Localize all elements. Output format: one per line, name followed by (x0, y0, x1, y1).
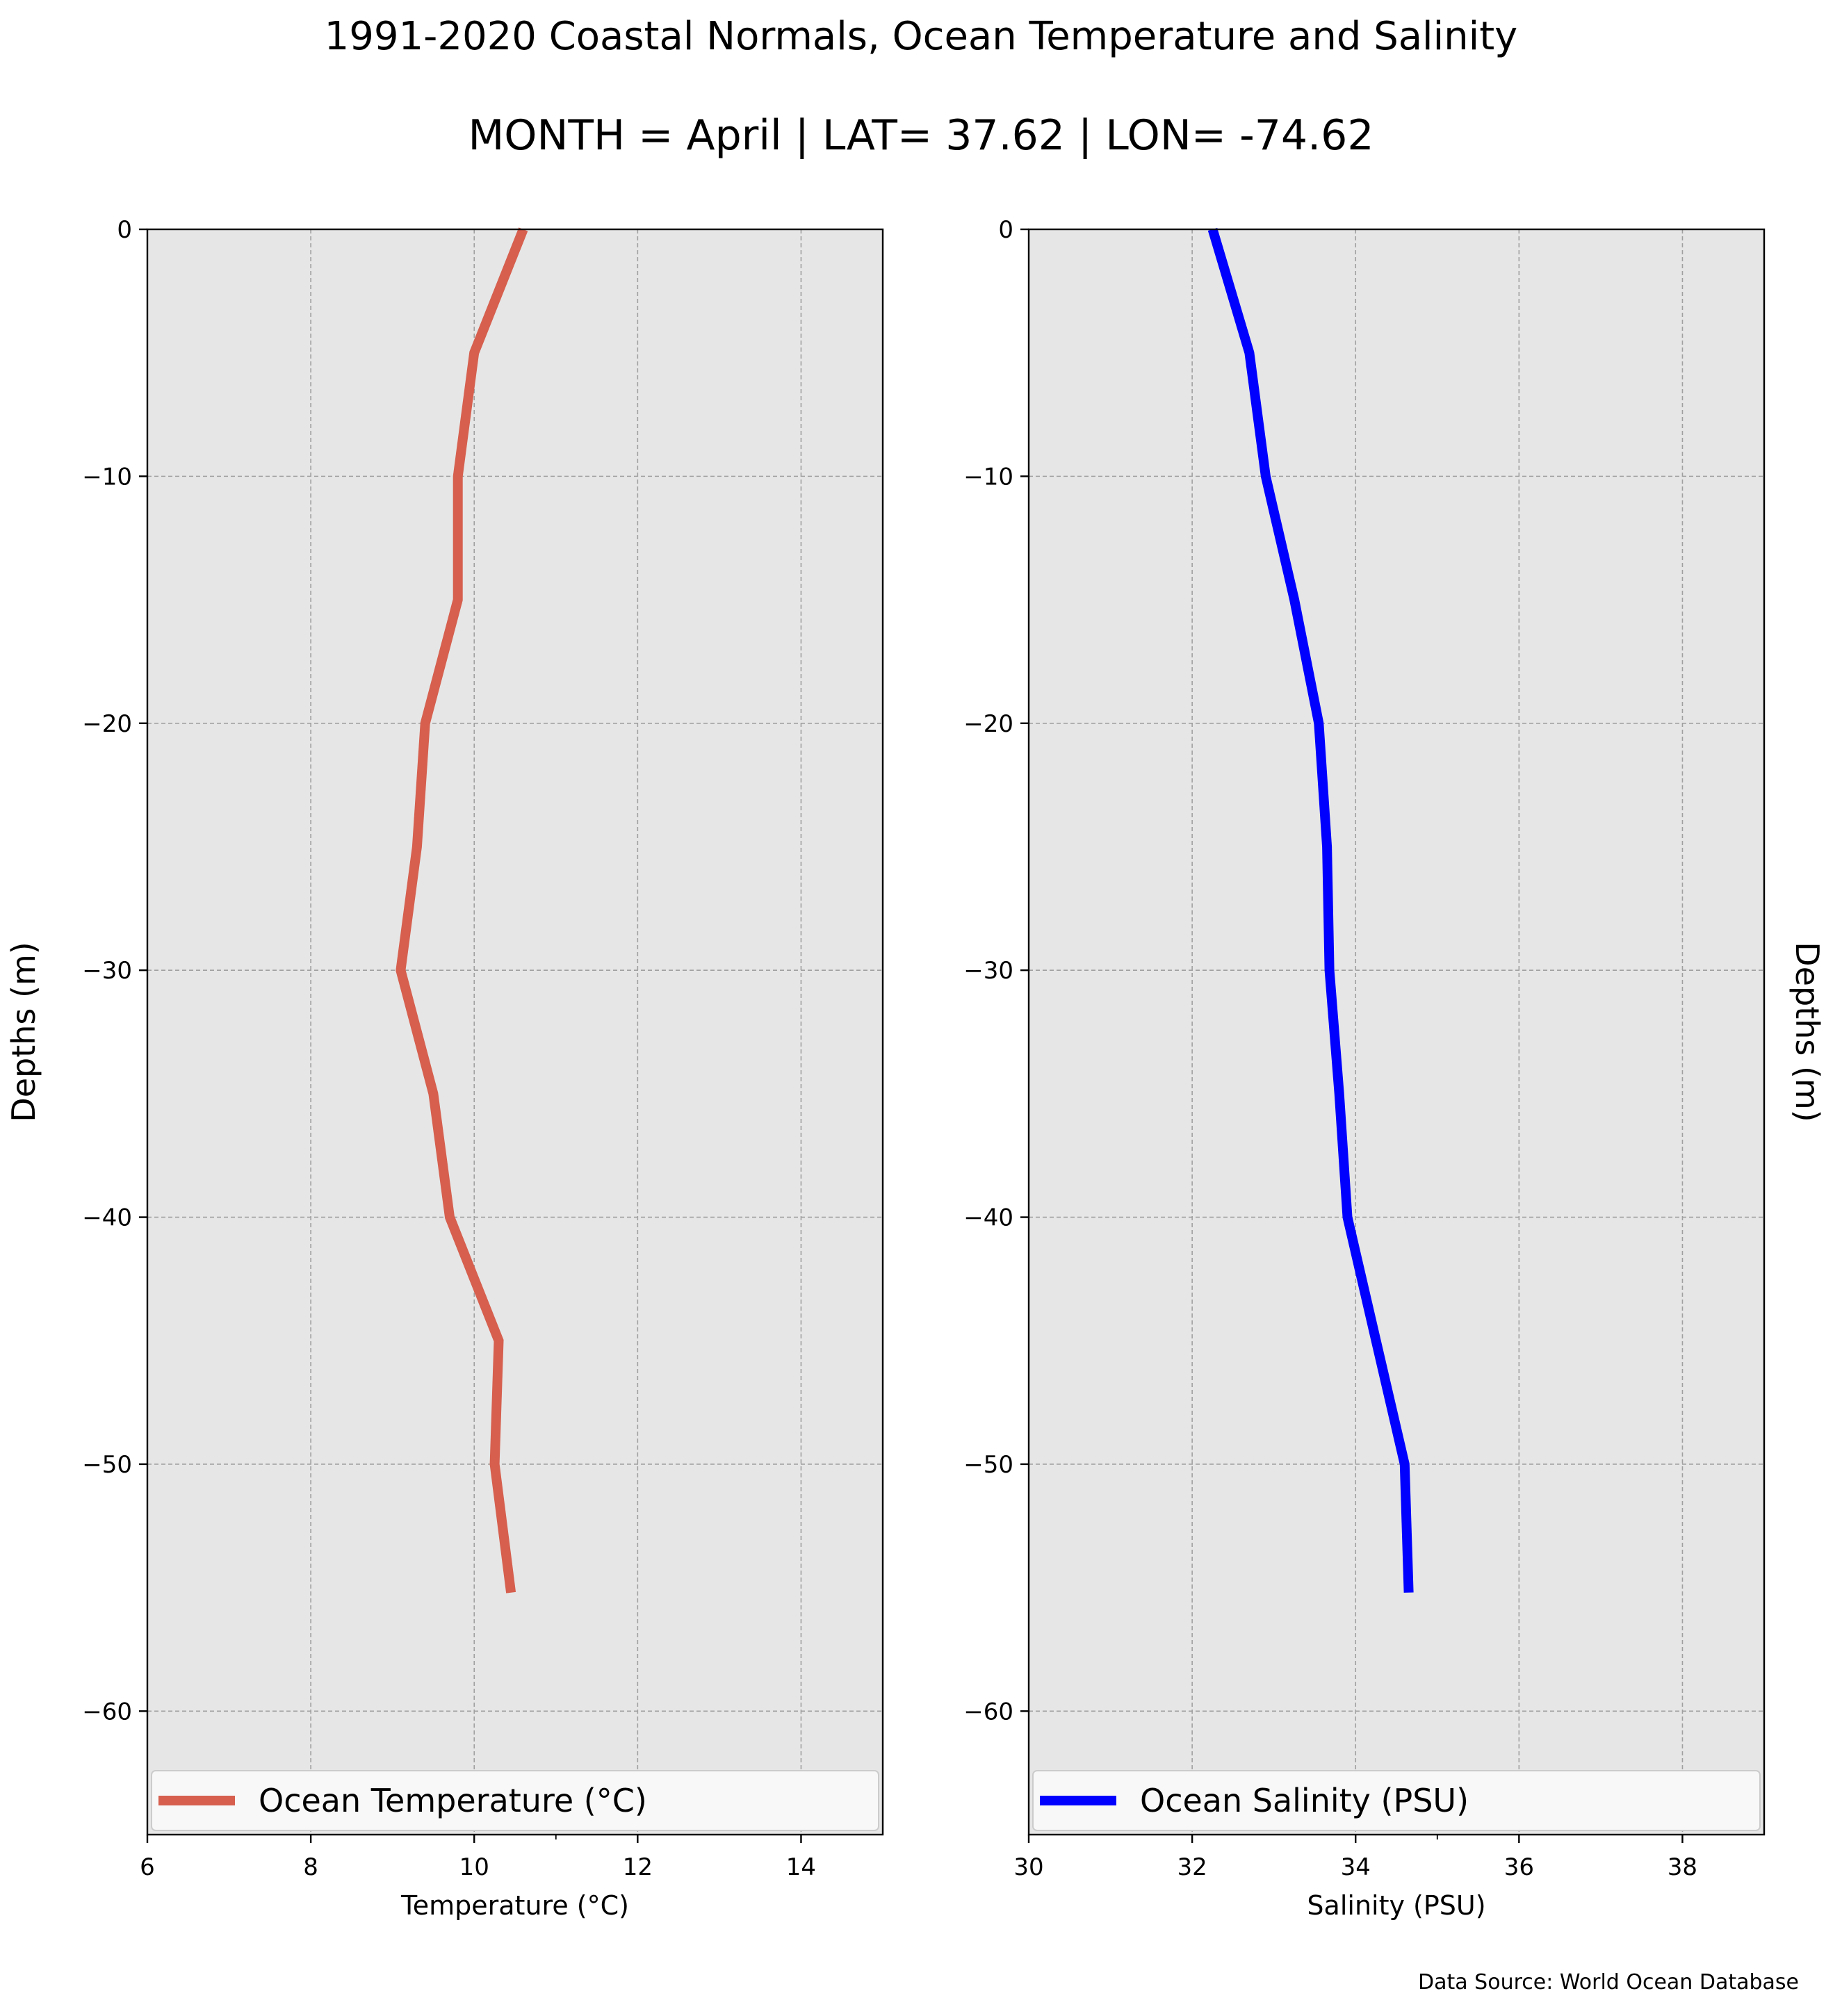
sal-y-tick-label: 0 (998, 216, 1013, 244)
sal-plot-area (1029, 229, 1764, 1835)
temp-x-tick-label: 14 (786, 1853, 816, 1881)
sal-series-line (1207, 228, 1414, 1593)
temp-y-tick-label: −30 (82, 957, 132, 985)
sal-y-tick-label: −60 (963, 1698, 1013, 1726)
sal-y-tick-label: −50 (963, 1451, 1013, 1479)
temp-y-tick-label: −50 (82, 1451, 132, 1479)
temp-series-line (396, 227, 528, 1593)
temp-legend-box (151, 1770, 879, 1831)
temp-panel: Ocean Temperature (°C) 6 8 10 12 14 0 −10 −20 −30… (5, 216, 884, 1921)
sal-x-tick-label: 38 (1668, 1853, 1697, 1881)
temp-x-tick-label: 8 (303, 1853, 318, 1881)
temp-legend-label: Ocean Temperature (°C) (259, 1782, 647, 1819)
temp-x-axis-label: Temperature (°C) (400, 1890, 629, 1921)
data-source-note: Data Source: World Ocean Database (1418, 1970, 1799, 1994)
sal-axes-frame (1027, 228, 1766, 1836)
sal-legend-box (1032, 1770, 1761, 1831)
temp-y-tick-label: −60 (82, 1698, 132, 1726)
sal-y-tick-label: −10 (963, 463, 1013, 491)
temp-plot-area (147, 229, 883, 1835)
temp-y-tick-label: −40 (82, 1204, 132, 1232)
sal-x-tick-label: 34 (1341, 1853, 1371, 1881)
temp-x-tick-label: 6 (140, 1853, 155, 1881)
temp-y-tick-label: −10 (82, 463, 132, 491)
sal-x-axis-label: Salinity (PSU) (1307, 1890, 1485, 1921)
temp-y-axis-label: Depths (m) (5, 942, 42, 1122)
temp-x-tick-label: 12 (623, 1853, 653, 1881)
temp-y-tick-label: −20 (82, 710, 132, 738)
figure-subtitle: MONTH = April | LAT= 37.62 | LON= -74.62 (468, 111, 1374, 160)
sal-x-tick-label: 32 (1177, 1853, 1207, 1881)
temp-y-tick-label: 0 (117, 216, 132, 244)
sal-x-tick-label: 30 (1013, 1853, 1043, 1881)
sal-panel: Ocean Salinity (PSU) 30 32 34 36 38 0 −10 −20 −30… (963, 216, 1826, 1921)
sal-y-tick-label: −20 (963, 710, 1013, 738)
sal-x-tick-label: 36 (1504, 1853, 1534, 1881)
sal-legend-label: Ocean Salinity (PSU) (1140, 1782, 1469, 1819)
sal-y-axis-label: Depths (m) (1788, 942, 1826, 1122)
figure-title: 1991-2020 Coastal Normals, Ocean Tempera… (324, 14, 1518, 59)
sal-y-tick-label: −30 (963, 957, 1013, 985)
sal-y-tick-label: −40 (963, 1204, 1013, 1232)
temp-x-tick-label: 10 (459, 1853, 489, 1881)
temp-axes-frame (146, 228, 884, 1836)
